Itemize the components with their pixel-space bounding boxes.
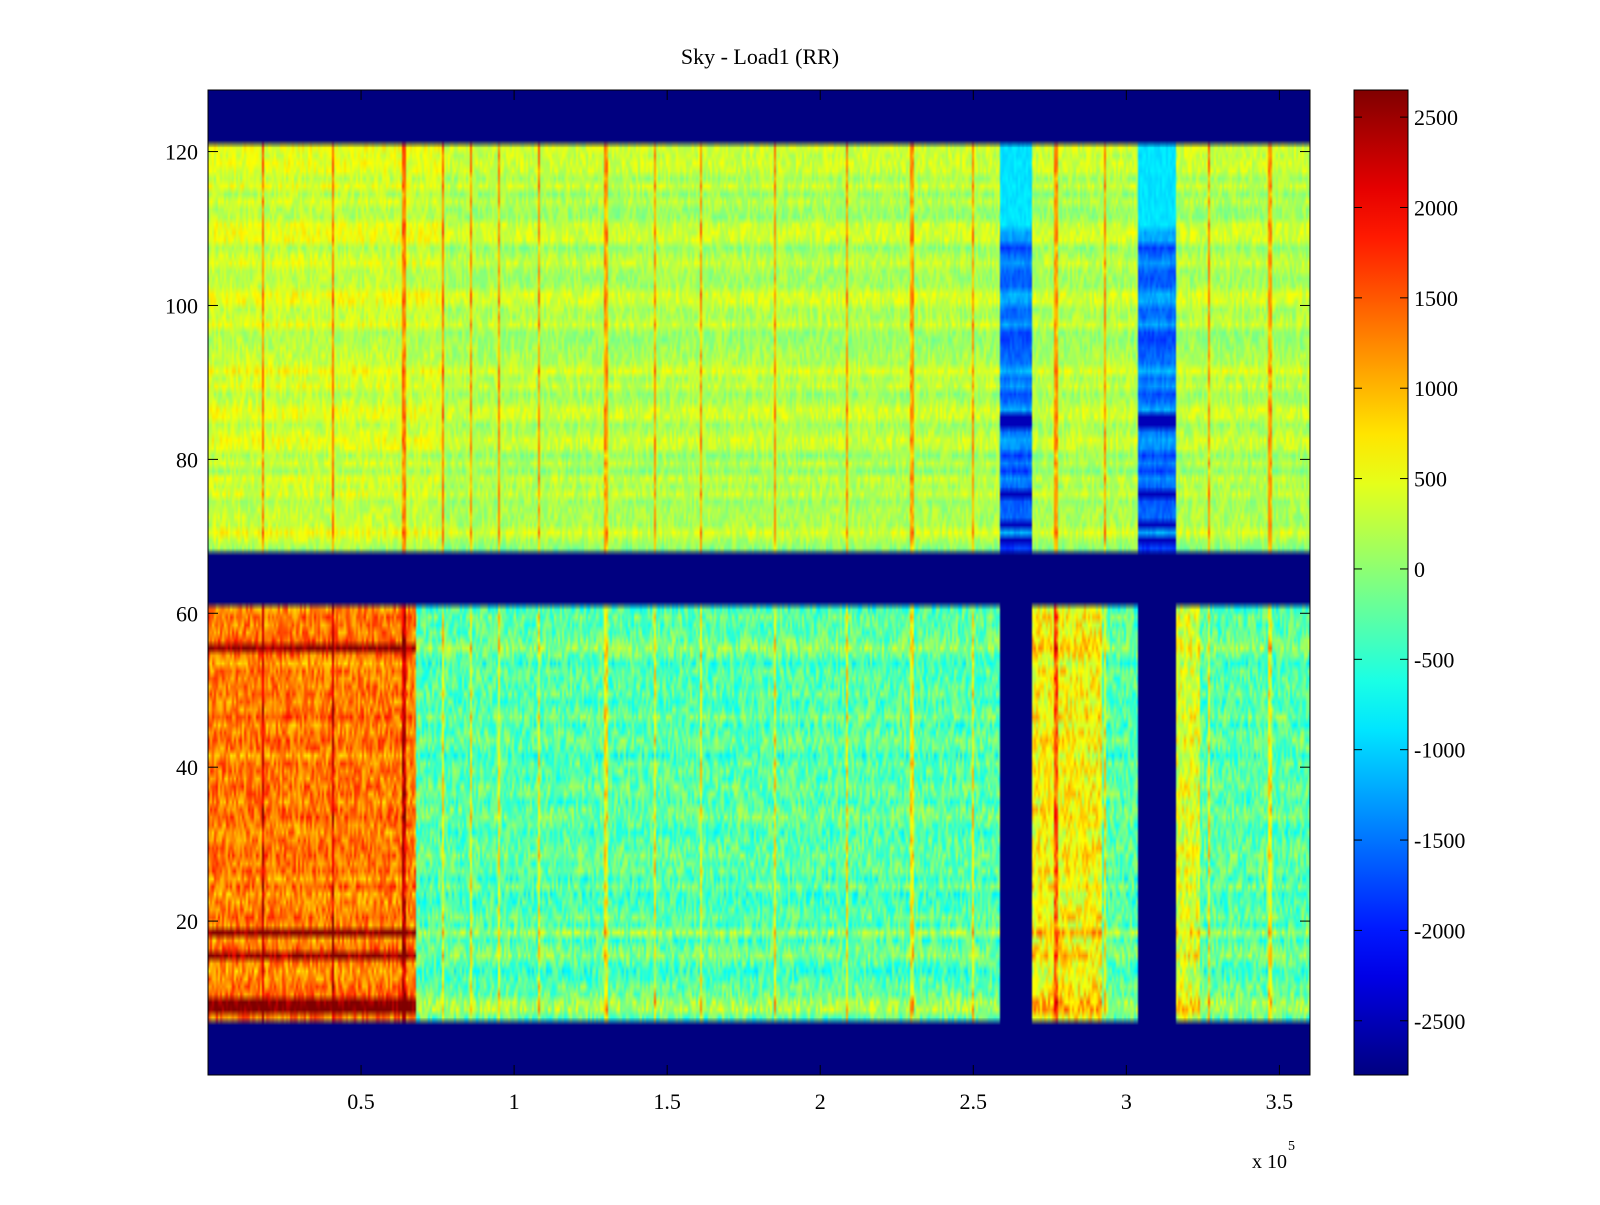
y-tick-label: 60 [176,601,198,626]
chart-title: Sky - Load1 (RR) [680,44,840,69]
colorbar-tick-label: 1500 [1414,286,1458,311]
colorbar-ticks: 2500 2000 1500 1000 500 0 -500 -1000 -1500 -2000 -… [1354,105,1465,1034]
colorbar-tick-label: 2000 [1414,195,1458,220]
x-tick-label: 2.5 [960,1089,988,1114]
heatmap-raster [208,90,1310,1075]
x-tick-label: 0.5 [347,1089,375,1114]
axes-frame [207,89,1311,1076]
x-axis: 0.5 1 1.5 2 2.5 3 3.5 [347,90,1293,1114]
x-exponent-label: x 10 [1252,1151,1287,1173]
x-tick-label: 1 [509,1089,520,1114]
colorbar-tick-label: -2500 [1414,1009,1465,1034]
colorbar [1353,89,1409,1076]
x-tick-label: 3 [1121,1089,1132,1114]
y-axis: 20 40 60 80 100 120 [165,140,1310,934]
y-tick-label: 120 [165,140,198,165]
colorbar-tick-label: -1000 [1414,738,1465,763]
colorbar-tick-label: 2500 [1414,105,1458,130]
y-tick-label: 40 [176,755,198,780]
x-tick-label: 2 [815,1089,826,1114]
x-tick-label: 3.5 [1266,1089,1294,1114]
colorbar-tick-label: 1000 [1414,376,1458,401]
y-tick-label: 20 [176,909,198,934]
colorbar-tick-label: -1500 [1414,828,1465,853]
x-exponent-power: 5 [1288,1139,1295,1154]
y-tick-label: 80 [176,447,198,472]
colorbar-tick-label: 500 [1414,467,1447,492]
x-tick-label: 1.5 [653,1089,681,1114]
y-tick-label: 100 [165,293,198,318]
colorbar-tick-label: -2000 [1414,918,1465,943]
colorbar-tick-label: 0 [1414,557,1425,582]
colorbar-tick-label: -500 [1414,647,1454,672]
